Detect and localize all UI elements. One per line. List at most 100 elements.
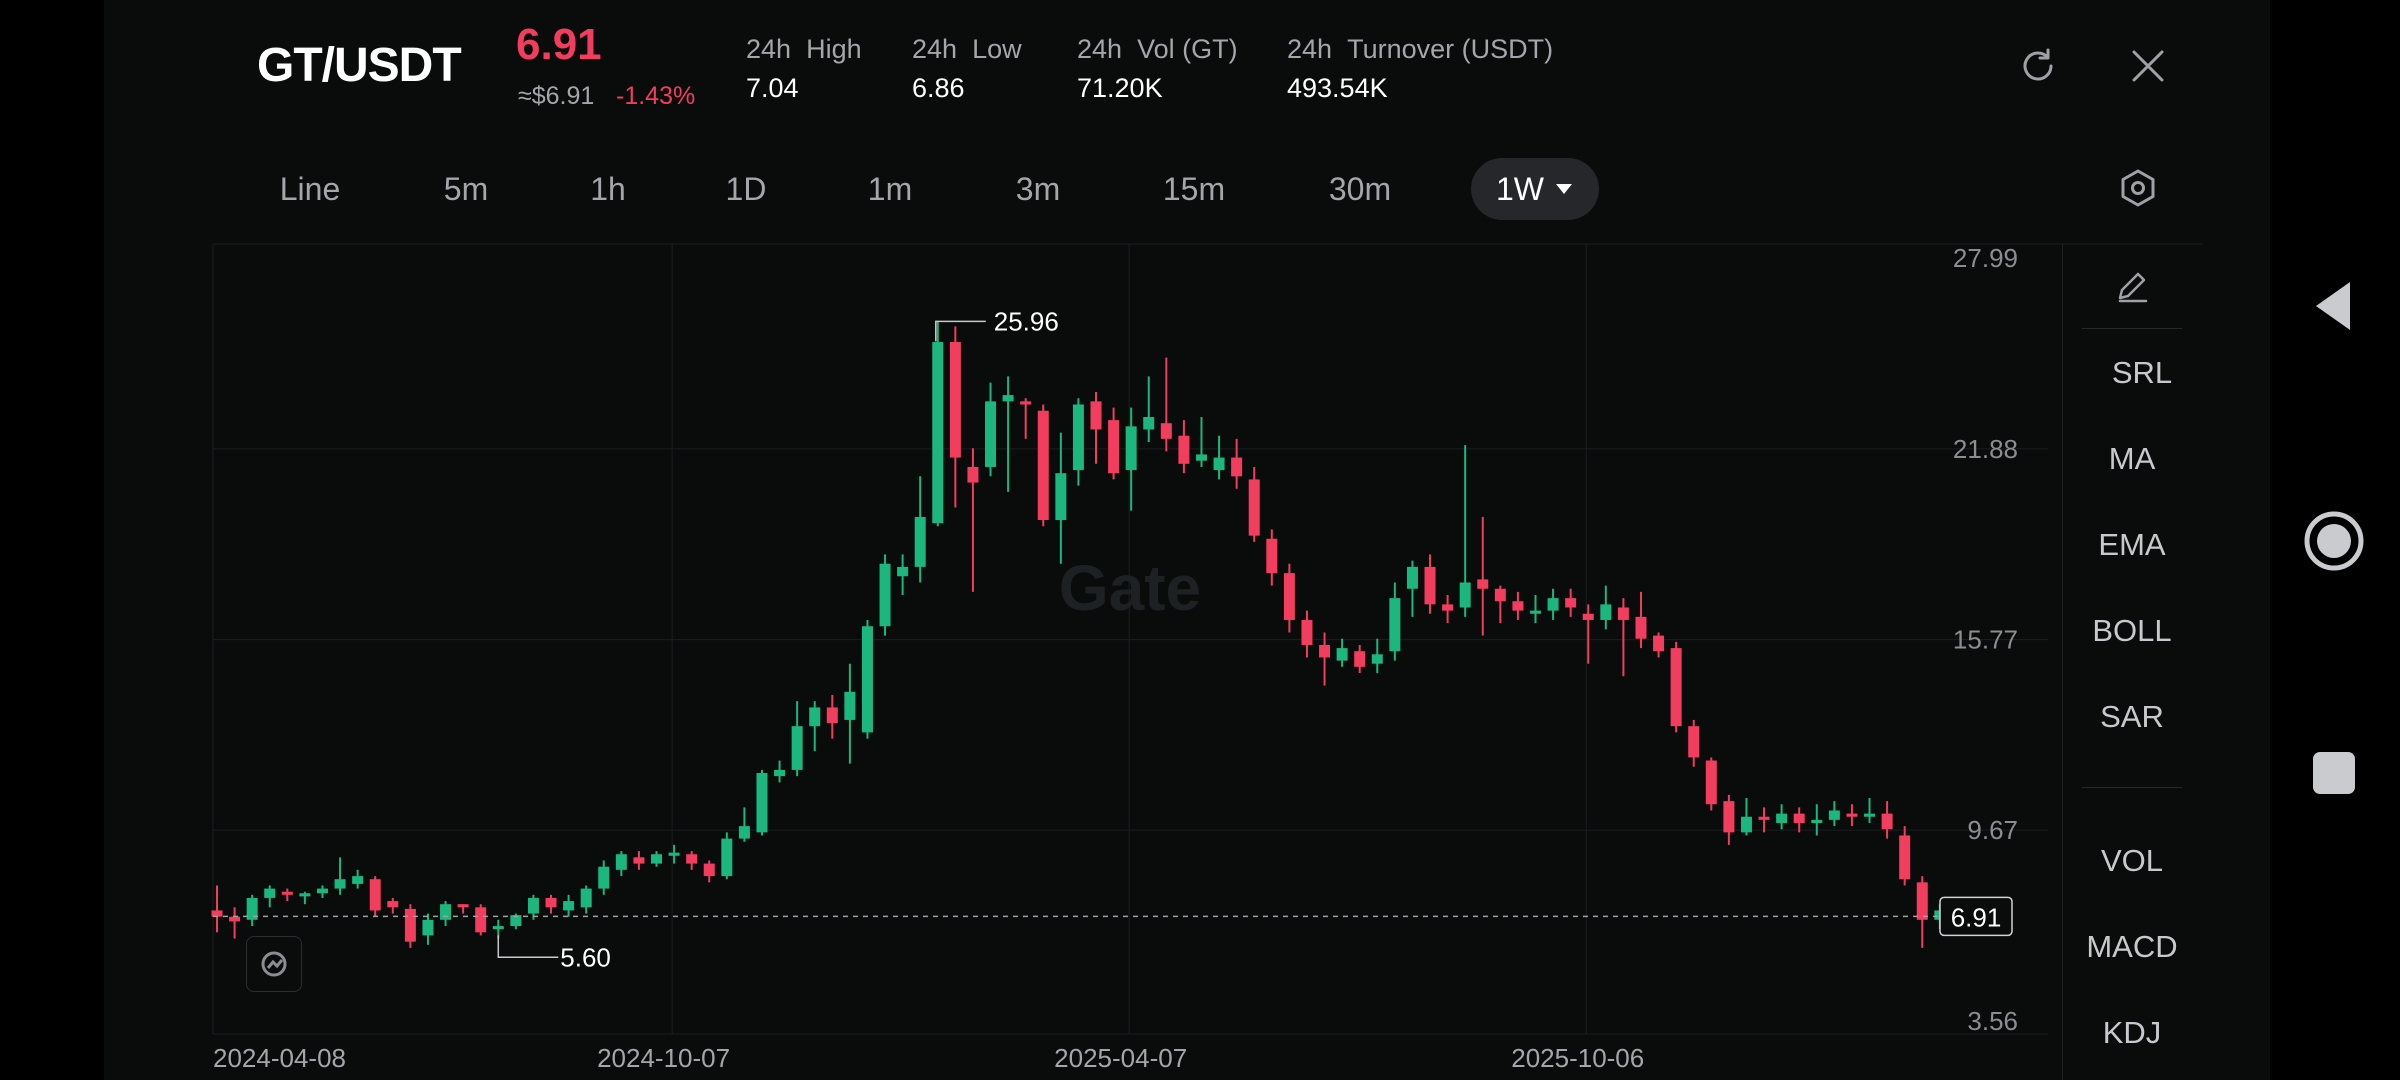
candle-body: [932, 342, 944, 524]
pencil-draw-icon[interactable]: [2102, 256, 2162, 316]
refresh-icon[interactable]: [2008, 36, 2068, 96]
indicator-srl[interactable]: SRL: [2111, 355, 2173, 390]
stat-vol-label: Vol (GT): [1137, 34, 1238, 64]
candle-body: [1530, 610, 1541, 614]
back-triangle-icon[interactable]: [2310, 276, 2360, 336]
min-marker-line: [497, 935, 559, 959]
candle-body: [651, 854, 662, 864]
candle-body: [791, 726, 803, 770]
candle-body: [1512, 601, 1524, 611]
tab-1d[interactable]: 1D: [725, 170, 767, 207]
tab-30m[interactable]: 30m: [1328, 170, 1392, 207]
candle-body: [1354, 651, 1366, 667]
tab-1w-label: 1W: [1496, 170, 1544, 207]
candle-body: [1459, 582, 1471, 608]
candle-body: [1793, 813, 1805, 823]
candle-body: [1565, 598, 1577, 608]
candle-body: [1002, 395, 1014, 402]
candle-body: [1740, 816, 1752, 833]
candle-body: [598, 866, 610, 889]
candle-body: [264, 888, 276, 898]
candle-body: [1020, 401, 1032, 405]
candle-body: [1125, 426, 1137, 471]
stat-high-prefix: 24h: [746, 34, 792, 64]
x-tick-label: 2024-10-07: [597, 1043, 730, 1073]
tab-3m[interactable]: 3m: [1015, 170, 1061, 207]
candle-body: [440, 904, 452, 920]
candle-body: [703, 863, 715, 877]
candle-body: [316, 888, 328, 894]
candle-body: [826, 707, 838, 724]
candle-body: [1389, 598, 1401, 652]
candle-body: [1424, 566, 1436, 605]
stat-low-value: 6.86: [912, 73, 965, 103]
candle-body: [1705, 760, 1717, 805]
tab-1h[interactable]: 1h: [590, 170, 626, 207]
candle-body: [1494, 588, 1506, 602]
tab-1m[interactable]: 1m: [867, 170, 913, 207]
candle-body: [914, 516, 926, 567]
tab-line[interactable]: Line: [279, 170, 341, 207]
home-circle-icon[interactable]: [2302, 509, 2366, 573]
candle-body: [387, 901, 399, 908]
indicator-ema[interactable]: EMA: [2098, 527, 2166, 562]
candle-body: [756, 773, 768, 833]
chart-panel: [104, 0, 2270, 1080]
candle-body: [897, 566, 909, 577]
pair-title[interactable]: GT/USDT: [257, 39, 462, 92]
candle-body: [1108, 420, 1120, 474]
candle-body: [615, 854, 627, 870]
candle-body: [861, 626, 873, 733]
candle-body: [1195, 454, 1207, 461]
candle-body: [967, 466, 979, 483]
caret-down-icon: [1556, 184, 1572, 194]
candle-body: [1864, 813, 1876, 817]
indicator-sar[interactable]: SAR: [2100, 699, 2164, 734]
indicator-kdj[interactable]: KDJ: [2102, 1015, 2162, 1050]
candle-body: [1688, 726, 1700, 758]
tab-1w[interactable]: 1W: [1471, 158, 1599, 220]
candle-body: [527, 897, 539, 914]
candle-body: [1828, 810, 1840, 820]
stat-turnover-prefix: 24h: [1287, 34, 1333, 64]
y-tick-label: 9.67: [1967, 815, 2018, 845]
stat-volume: 24h Vol (GT) 71.20K: [1077, 34, 1238, 104]
candle-body: [1406, 566, 1418, 589]
indicator-vol[interactable]: VOL: [2100, 843, 2164, 878]
candle-body: [1072, 404, 1084, 471]
candle-body: [334, 879, 346, 889]
indicator-divider: [2082, 787, 2182, 788]
candle-body: [1319, 644, 1331, 658]
tab-15m[interactable]: 15m: [1162, 170, 1226, 207]
candle-body: [1758, 816, 1770, 820]
indicator-ma[interactable]: MA: [2108, 441, 2156, 476]
stat-turnover-value: 493.54K: [1287, 73, 1388, 103]
indicator-macd[interactable]: MACD: [2086, 929, 2178, 964]
x-tick-label: 2025-04-07: [1054, 1043, 1187, 1073]
chart-toggle-icon[interactable]: [246, 936, 302, 992]
candle-body: [1160, 423, 1172, 439]
candle-body: [1670, 648, 1682, 727]
tab-5m[interactable]: 5m: [443, 170, 489, 207]
indicator-boll[interactable]: BOLL: [2092, 613, 2172, 648]
stat-high-value: 7.04: [746, 73, 799, 103]
candle-body: [475, 907, 487, 933]
candle-body: [1442, 604, 1454, 611]
y-tick-label: 21.88: [1953, 434, 2018, 464]
candle-body: [1055, 473, 1067, 521]
candle-body: [211, 910, 223, 917]
last-price-tag-label: 6.91: [1951, 902, 2002, 932]
candle-body: [510, 915, 522, 927]
candle-body: [1916, 882, 1928, 920]
candle-body: [1635, 616, 1647, 639]
max-marker-label: 25.96: [994, 306, 1059, 336]
candle-body: [633, 857, 645, 864]
last-price: 6.91: [516, 20, 602, 69]
settings-hexagon-icon[interactable]: [2108, 158, 2168, 218]
candle-body: [1881, 813, 1893, 830]
recent-square-icon[interactable]: [2313, 752, 2355, 794]
close-icon[interactable]: [2118, 36, 2178, 96]
candle-body: [1653, 635, 1665, 652]
candle-body: [879, 563, 891, 627]
